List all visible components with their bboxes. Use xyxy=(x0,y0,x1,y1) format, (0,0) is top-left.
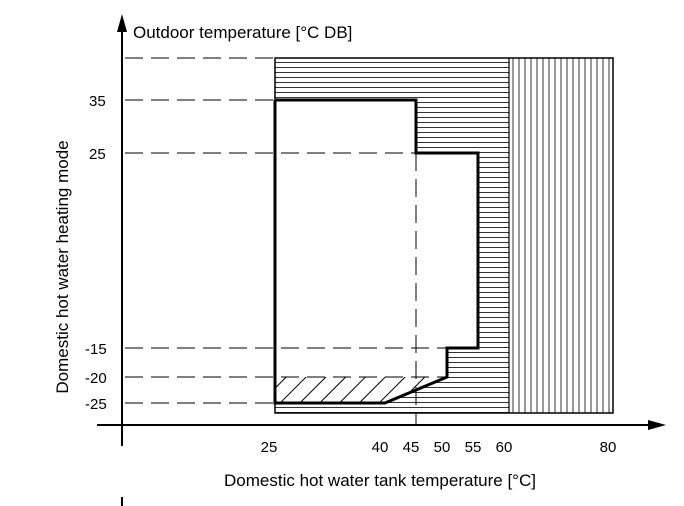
operating-boundary xyxy=(273,98,480,405)
y-tick-label: -15 xyxy=(85,341,107,358)
x-tick-label: 40 xyxy=(372,439,389,456)
y-tick-label: -20 xyxy=(85,370,107,387)
x-tick-label: 80 xyxy=(600,439,617,456)
axes xyxy=(97,14,666,506)
y-tick-label: 35 xyxy=(89,93,106,110)
y-ticks: 35 25 -15 -20 -25 xyxy=(85,93,107,413)
hatched-regions xyxy=(274,57,614,414)
x-ticks: 25 40 45 50 55 60 80 xyxy=(261,439,617,456)
x-tick-label: 50 xyxy=(434,439,451,456)
x-tick-label: 55 xyxy=(465,439,482,456)
x-axis-label: Domestic hot water tank temperature [°C] xyxy=(224,471,536,490)
x-tick-label: 45 xyxy=(403,439,420,456)
y-axis-label: Domestic hot water heating mode xyxy=(53,140,72,393)
y-tick-label: -25 xyxy=(85,396,107,413)
x-tick-label: 60 xyxy=(496,439,513,456)
y-axis-title: Outdoor temperature [°C DB] xyxy=(133,23,352,42)
y-tick-label: 25 xyxy=(89,146,106,163)
x-tick-label: 25 xyxy=(261,439,278,456)
